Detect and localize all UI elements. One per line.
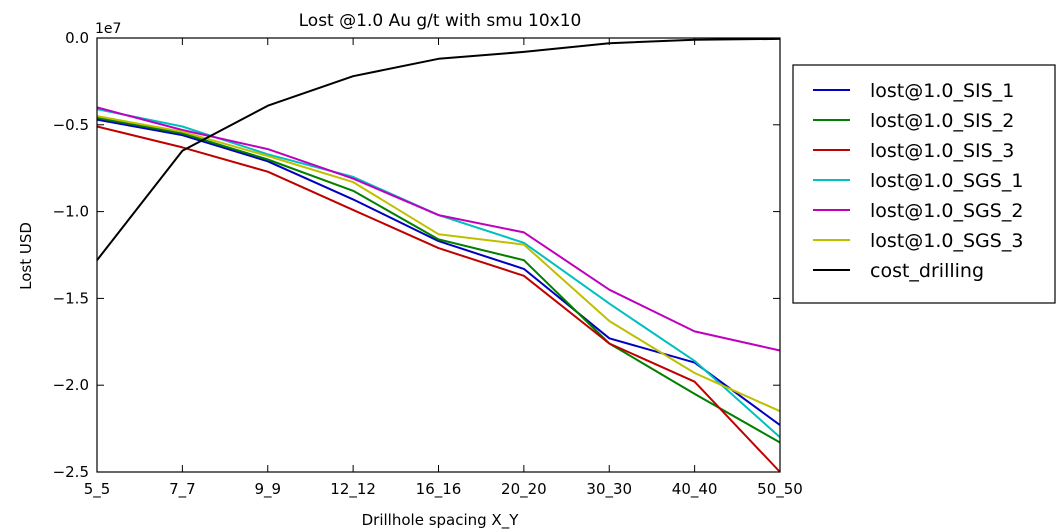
series-line-1 xyxy=(96,116,781,444)
legend-frame xyxy=(792,64,1056,304)
legend-label: lost@1.0_SGS_1 xyxy=(870,170,1023,192)
legend-label: lost@1.0_SIS_2 xyxy=(870,110,1014,132)
series-line-2 xyxy=(96,125,781,473)
x-tick-label: 50_50 xyxy=(757,480,803,499)
y-axis-label: Lost USD xyxy=(17,222,35,290)
y-tick-label: −1.5 xyxy=(53,289,89,307)
y-tick-label: −2.5 xyxy=(53,463,89,481)
legend-label: lost@1.0_SGS_3 xyxy=(870,230,1023,252)
plot-frame xyxy=(96,37,781,473)
x-tick-label: 12_12 xyxy=(330,480,376,499)
series-line-0 xyxy=(96,118,781,426)
y-tick-label: −1.0 xyxy=(53,203,89,221)
series-group xyxy=(96,37,781,473)
legend-label: cost_drilling xyxy=(870,260,984,282)
legend: lost@1.0_SIS_1 lost@1.0_SIS_2 lost@1.0_SIS… xyxy=(792,64,1056,304)
series-line-5 xyxy=(96,115,781,413)
x-tick-label: 9_9 xyxy=(254,480,281,499)
x-tick-label: 20_20 xyxy=(501,480,547,499)
y-tick-label: −0.5 xyxy=(53,116,89,134)
x-tick-label: 7_7 xyxy=(169,480,196,499)
y-tick-label: −2.0 xyxy=(53,376,89,394)
legend-label: lost@1.0_SIS_3 xyxy=(870,140,1014,162)
x-tick-label: 30_30 xyxy=(586,480,632,499)
x-tick-label: 5_5 xyxy=(84,480,111,499)
legend-label: lost@1.0_SGS_2 xyxy=(870,200,1023,222)
y-axis-ticks: 0.0 −0.5 −1.0 −1.5 −2.0 −2.5 xyxy=(53,29,780,481)
y-tick-label: 0.0 xyxy=(65,29,89,47)
x-axis-label: Drillhole spacing X_Y xyxy=(362,511,520,530)
series-line-6 xyxy=(96,37,781,261)
series-line-3 xyxy=(96,108,781,439)
x-axis-ticks: 5_5 7_7 9_9 12_12 16_16 20_20 30_30 40_40 50_50 xyxy=(84,38,803,499)
x-tick-label: 16_16 xyxy=(416,480,462,499)
y-offset-label: 1e7 xyxy=(95,21,121,37)
series-line-4 xyxy=(96,106,781,352)
chart-title: Lost @1.0 Au g/t with smu 10x10 xyxy=(299,11,582,31)
legend-label: lost@1.0_SIS_1 xyxy=(870,80,1014,102)
x-tick-label: 40_40 xyxy=(672,480,718,499)
